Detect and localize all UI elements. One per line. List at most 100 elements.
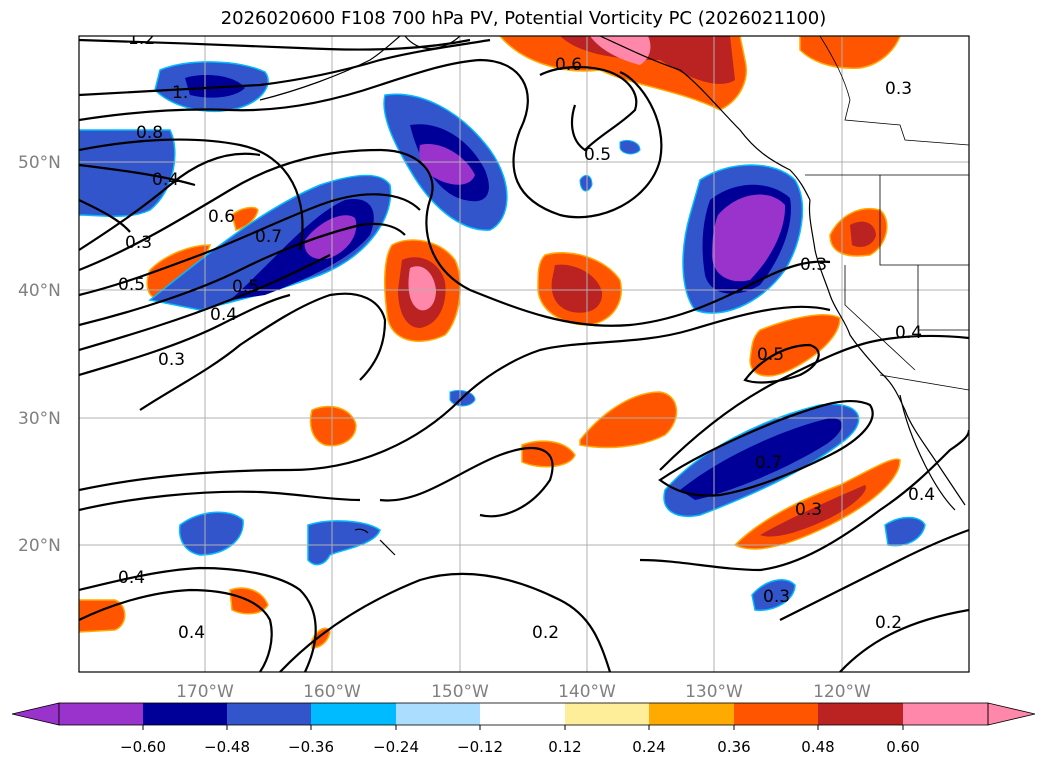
colorbar-segment	[903, 703, 989, 725]
patch-neg-44n-128w-peak	[712, 194, 786, 282]
contour-18	[743, 343, 820, 384]
colorbar-tick-label: −0.12	[457, 738, 503, 756]
border-state-lines	[844, 175, 969, 371]
lon-tick-label: 140°W	[558, 682, 616, 702]
patch-neg-48n-140w	[579, 174, 593, 192]
patch-pos-40n-140w-core	[551, 264, 603, 313]
contour-11	[139, 292, 387, 411]
map-area: 1.2 1. 0.8 0.4 0.6 0.3 0.5 0.7 0.4 0.5 0…	[79, 29, 969, 672]
lon-tick-label: 150°W	[431, 682, 489, 702]
contour-label: 0.5	[118, 275, 145, 295]
contour-17	[659, 334, 969, 471]
colorbar-segment	[480, 703, 566, 725]
patch-neg-55n-170w-core	[185, 75, 245, 98]
colorbar-max-arrow	[987, 702, 1036, 726]
contour-23	[779, 528, 969, 621]
map-frame	[78, 35, 970, 673]
contour-label: 1.	[172, 83, 188, 103]
contour-label: 0.5	[232, 277, 259, 297]
contour-label: 0.3	[885, 79, 912, 99]
coast-na-west	[808, 199, 966, 506]
lon-tick-label: 130°W	[685, 682, 743, 702]
contour-label: 0.3	[795, 500, 822, 520]
contour-7	[79, 193, 421, 297]
lon-axis: 170°W 160°W 150°W 140°W 130°W 120°W	[176, 682, 871, 702]
contour-label: 0.5	[757, 345, 784, 365]
patch-neg-50n-180w	[79, 129, 176, 217]
colorbar-ticks	[142, 725, 904, 730]
colorbar: −0.60 −0.48 −0.36 −0.24 −0.12 0.12 0.24 …	[11, 702, 1036, 756]
contour-label: 0.4	[210, 305, 237, 325]
patch-pos-ne-corner	[799, 36, 901, 69]
lon-tick-label: 170°W	[176, 682, 234, 702]
contour-label: 0.4	[152, 170, 179, 190]
contour-9	[79, 254, 331, 352]
contour-5	[79, 152, 261, 251]
contour-13	[79, 305, 831, 492]
contour-label: 1.2	[128, 29, 155, 49]
colorbar-segment	[649, 703, 735, 725]
contour-label: 0.4	[118, 568, 145, 588]
contour-8	[79, 222, 406, 327]
contour-label: 0.8	[136, 123, 163, 143]
contour-label: 0.3	[800, 255, 827, 275]
patch-pos-45n-118w-core	[850, 221, 876, 247]
lon-tick-label: 160°W	[303, 682, 361, 702]
coast-hawaii	[354, 528, 396, 556]
colorbar-tick-label: −0.24	[373, 738, 419, 756]
patch-pos-31n-173w	[309, 405, 357, 447]
patch-pos-42n-155w-peak	[408, 266, 436, 311]
patch-neg-21n-160w	[307, 520, 381, 566]
contour-label: 0.3	[763, 587, 790, 607]
colorbar-tick-label: 0.24	[632, 738, 665, 756]
contour-15	[658, 399, 874, 497]
patch-neg-27n-125w-core	[680, 418, 842, 500]
patch-pos-30n-138w	[579, 391, 678, 449]
lat-tick-label: 30°N	[18, 409, 61, 429]
lon-tick-label: 120°W	[813, 682, 871, 702]
contour-14	[79, 447, 554, 518]
contour-label: 0.4	[908, 485, 935, 505]
colorbar-segment	[227, 703, 312, 725]
contour-label: 0.3	[158, 350, 185, 370]
patch-pos-15n-178w	[79, 599, 126, 633]
contour-12	[539, 65, 638, 152]
colorbar-segment	[734, 703, 819, 725]
colorbar-segment	[59, 703, 144, 725]
colorbar-tick-label: 0.12	[548, 738, 581, 756]
border-canada-alaska	[819, 36, 969, 146]
lat-tick-label: 20°N	[18, 536, 61, 556]
contour-label: 0.6	[555, 55, 582, 75]
borders	[805, 36, 969, 391]
colorbar-tick-label: −0.48	[204, 738, 250, 756]
border-us-mexico	[879, 374, 969, 391]
patch-pos-23n-120w-core	[760, 485, 866, 537]
contour-4	[79, 138, 304, 251]
colorbar-segment	[143, 703, 228, 725]
colorbar-segment	[311, 703, 397, 725]
contour-2	[79, 38, 491, 97]
contour-16	[639, 429, 969, 572]
patch-neg-51n-138w	[619, 139, 641, 155]
contour-label: 0.6	[208, 207, 235, 227]
lat-tick-label: 50°N	[18, 153, 61, 173]
contour-6	[79, 148, 831, 327]
contour-label: 0.5	[584, 145, 611, 165]
patch-neg-51n-150w-peak	[419, 144, 475, 185]
contour-1	[79, 38, 471, 51]
positive-anomaly-patches	[79, 36, 901, 649]
colorbar-tick-label: 0.48	[801, 738, 834, 756]
contour-21	[279, 572, 612, 672]
colorbar-tick-label: −0.36	[288, 738, 334, 756]
contour-label: 0.2	[532, 623, 559, 643]
map-title: 2026020600 F108 700 hPa PV, Potential Vo…	[220, 8, 827, 29]
colorbar-tick-label: −0.60	[120, 738, 166, 756]
colorbar-tick-label: 0.60	[886, 738, 919, 756]
patch-neg-jet-west-peak	[304, 215, 357, 260]
pv-contours	[79, 38, 969, 672]
colorbar-min-arrow	[11, 702, 60, 726]
patch-pos-36n-125w	[749, 314, 841, 377]
contour-label: 0.3	[125, 233, 152, 253]
lat-axis: 50°N 40°N 30°N 20°N	[18, 153, 61, 556]
